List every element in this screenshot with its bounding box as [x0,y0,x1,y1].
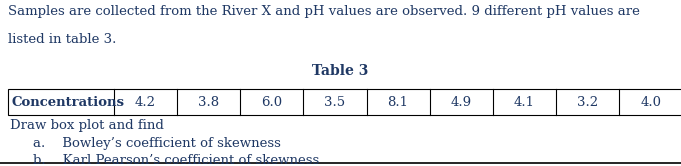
Text: Table 3: Table 3 [313,64,368,78]
Text: 3.5: 3.5 [324,96,345,109]
Text: Concentrations: Concentrations [12,96,125,109]
Text: Draw box plot and find: Draw box plot and find [10,119,164,132]
Text: 3.8: 3.8 [198,96,219,109]
Text: 8.1: 8.1 [387,96,409,109]
Text: 4.1: 4.1 [514,96,535,109]
Text: 3.2: 3.2 [577,96,599,109]
Text: b.    Karl Pearson’s coefficient of skewness: b. Karl Pearson’s coefficient of skewnes… [33,154,319,166]
Text: 6.0: 6.0 [261,96,283,109]
Text: Samples are collected from the River X and pH values are observed. 9 different p: Samples are collected from the River X a… [8,5,640,18]
Text: listed in table 3.: listed in table 3. [8,33,116,46]
Text: 4.0: 4.0 [640,96,661,109]
Text: a.    Bowley’s coefficient of skewness: a. Bowley’s coefficient of skewness [33,137,281,150]
Text: 4.2: 4.2 [135,96,156,109]
Text: 4.9: 4.9 [451,96,472,109]
Bar [8,89,681,115]
